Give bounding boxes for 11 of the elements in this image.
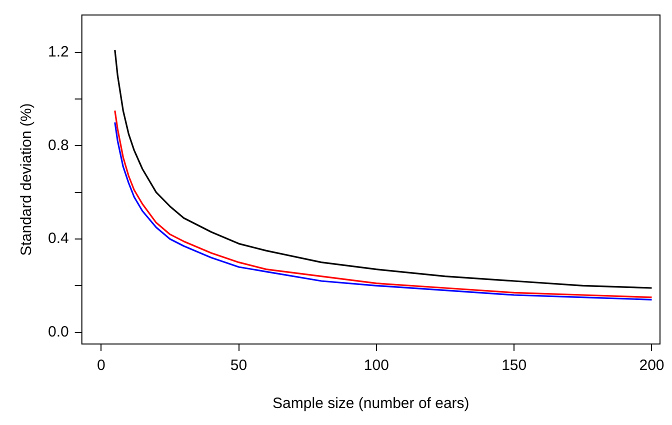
y-tick-label: 0.0	[48, 323, 69, 340]
x-axis-title: Sample size (number of ears)	[272, 395, 470, 412]
y-tick-label: 0.4	[48, 230, 69, 248]
y-axis-title: Standard deviation (%)	[18, 103, 36, 256]
y-tick-label: 1.2	[48, 43, 69, 60]
x-tick-label: 200	[639, 357, 664, 374]
y-tick-label: 0.8	[48, 136, 69, 154]
x-tick-label: 100	[364, 357, 389, 374]
x-tick-label: 150	[502, 357, 527, 374]
x-tick-label: 0	[96, 357, 106, 374]
x-tick-label: 50	[230, 357, 248, 374]
